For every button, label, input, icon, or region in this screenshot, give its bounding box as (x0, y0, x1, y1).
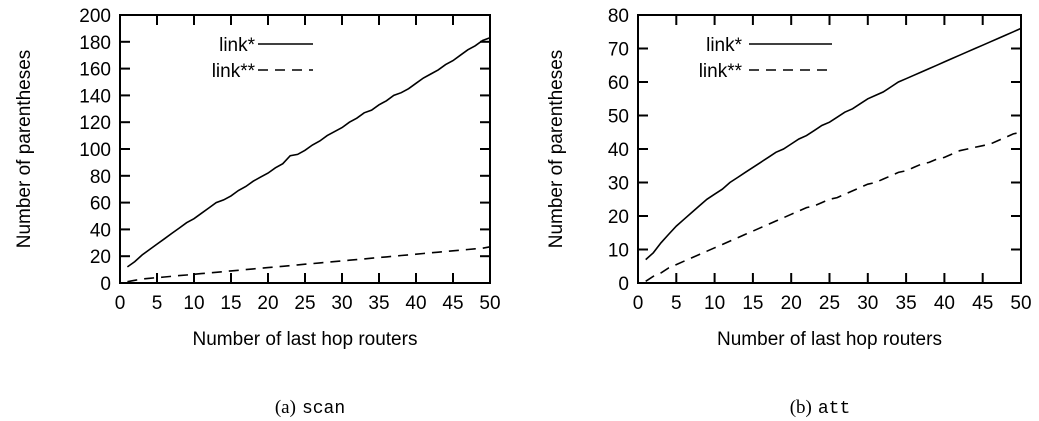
y-axis-label: Number of parentheses (14, 50, 35, 249)
x-tick-label: 10 (704, 293, 725, 314)
legend-label: link** (212, 61, 256, 82)
x-tick-label: 35 (896, 293, 917, 314)
y-tick-label: 100 (79, 140, 111, 161)
x-tick-label: 25 (819, 293, 840, 314)
y-tick-label: 20 (608, 207, 629, 228)
x-tick-label: 20 (781, 293, 802, 314)
y-tick-label: 10 (608, 241, 629, 262)
y-tick-label: 160 (79, 60, 111, 81)
caption-name: scan (302, 399, 345, 419)
x-axis-label: Number of last hop routers (717, 329, 942, 350)
y-tick-label: 0 (618, 274, 629, 295)
y-tick-label: 140 (79, 86, 111, 107)
x-tick-label: 35 (368, 293, 389, 314)
y-tick-label: 60 (608, 73, 629, 94)
x-tick-label: 30 (857, 293, 878, 314)
y-tick-label: 20 (90, 247, 111, 268)
x-tick-label: 50 (1010, 293, 1031, 314)
legend-label: link* (706, 35, 743, 56)
x-tick-label: 10 (183, 293, 204, 314)
y-tick-label: 40 (90, 220, 111, 241)
x-tick-label: 40 (405, 293, 426, 314)
chart-panel-b: 0 5 10 15 20 25 30 35 40 45 50 0 10 20 30 40 50 60 70 80 Num… (546, 6, 1032, 419)
x-tick-label: 45 (972, 293, 993, 314)
x-tick-label: 45 (442, 293, 463, 314)
x-tick-label: 15 (220, 293, 241, 314)
x-tick-label: 5 (152, 293, 163, 314)
y-tick-label: 60 (90, 194, 111, 215)
y-tick-label: 0 (100, 274, 111, 295)
y-tick-label: 80 (90, 167, 111, 188)
caption-name: att (818, 399, 850, 419)
x-tick-label: 50 (479, 293, 500, 314)
y-tick-label: 200 (79, 6, 111, 27)
x-tick-label: 0 (115, 293, 126, 314)
x-axis-label: Number of last hop routers (193, 329, 418, 350)
x-tick-label: 25 (294, 293, 315, 314)
y-tick-label: 50 (608, 107, 629, 128)
y-axis-label: Number of parentheses (546, 50, 567, 249)
y-tick-label: 80 (608, 6, 629, 27)
plot-frame (119, 14, 491, 284)
x-tick-label: 0 (633, 293, 644, 314)
legend-label: link* (219, 35, 256, 56)
series-line-link-star (126, 37, 491, 268)
x-tick-label: 40 (934, 293, 955, 314)
panel-caption: (a) scan (275, 397, 345, 419)
series-line-link-star (645, 27, 1022, 261)
x-tick-label: 15 (742, 293, 763, 314)
series-line-link-double-star (645, 131, 1022, 282)
y-tick-label: 180 (79, 33, 111, 54)
legend-label: link** (699, 61, 743, 82)
y-tick-label: 70 (608, 40, 629, 61)
caption-prefix: (b) (790, 397, 812, 418)
chart-panel-a: 0 5 10 15 20 25 30 35 40 45 50 0 20 40 60 80 100 120 140 16… (14, 6, 501, 419)
y-tick-label: 40 (608, 140, 629, 161)
x-tick-label: 20 (257, 293, 278, 314)
series-line-link-double-star (127, 246, 491, 283)
panel-caption: (b) att (790, 397, 851, 419)
plot-frame (637, 14, 1022, 284)
y-tick-label: 30 (608, 174, 629, 195)
caption-prefix: (a) (275, 397, 296, 418)
y-tick-label: 120 (79, 113, 111, 134)
x-tick-label: 5 (671, 293, 682, 314)
x-tick-label: 30 (331, 293, 352, 314)
